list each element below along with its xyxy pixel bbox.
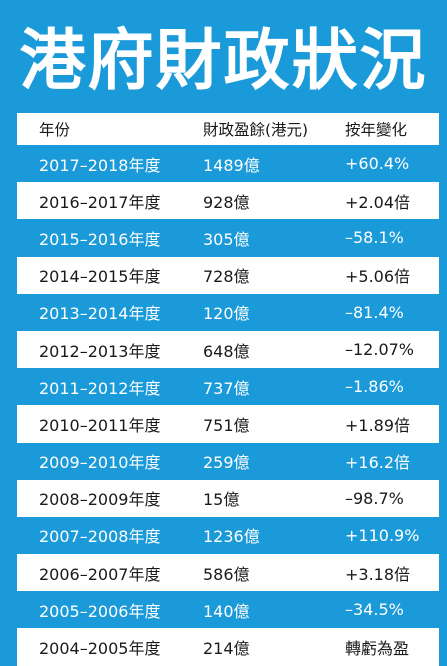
change-cell: –58.1%: [345, 228, 404, 248]
table-row: 2015–2016年度 305億 –58.1%: [17, 219, 439, 257]
surplus-cell: 140億: [203, 601, 250, 621]
table-row: 2017–2018年度 1489億 +60.4%: [17, 145, 439, 183]
table-row: 2014–2015年度 728億 +5.06倍: [17, 256, 439, 294]
table-row: 2010–2011年度 751億 +1.89倍: [17, 405, 439, 443]
change-cell: +1.89倍: [345, 415, 411, 435]
surplus-cell: 214億: [203, 639, 250, 659]
header-year: 年份: [39, 121, 71, 139]
change-cell: –81.4%: [345, 302, 404, 322]
change-cell: –12.07%: [345, 340, 415, 360]
surplus-cell: 259億: [203, 453, 250, 473]
year-cell: 2014–2015年度: [39, 267, 161, 287]
table-row: 2005–2006年度 140億 –34.5%: [17, 591, 439, 629]
surplus-cell: 728億: [203, 267, 250, 287]
year-cell: 2015–2016年度: [39, 229, 161, 249]
year-cell: 2005–2006年度: [39, 601, 161, 621]
change-cell: +2.04倍: [345, 192, 411, 212]
year-cell: 2016–2017年度: [39, 192, 161, 212]
year-cell: 2010–2011年度: [39, 415, 161, 435]
year-cell: 2006–2007年度: [39, 564, 161, 584]
change-cell: –34.5%: [345, 600, 404, 620]
change-cell: +3.18倍: [345, 564, 411, 584]
change-cell: –1.86%: [345, 377, 404, 397]
surplus-cell: 1236億: [203, 527, 260, 547]
table-row: 2008–2009年度 15億 –98.7%: [17, 479, 439, 517]
fiscal-table: 年份 財政盈餘(港元) 按年變化 2017–2018年度 1489億 +60.4% 2…: [17, 113, 439, 666]
table-row: 2012–2013年度 648億 –12.07%: [17, 330, 439, 369]
table-row: 2016–2017年度 928億 +2.04倍: [17, 182, 439, 220]
table-body: 2017–2018年度 1489億 +60.4% 2016–2017年度 928億 +2.…: [17, 145, 439, 666]
table-row: 2004–2005年度 214億 轉虧為盈: [17, 628, 439, 666]
surplus-cell: 120億: [203, 304, 250, 324]
surplus-cell: 305億: [203, 229, 250, 249]
year-cell: 2017–2018年度: [39, 155, 161, 175]
surplus-cell: 737億: [203, 378, 250, 398]
surplus-cell: 648億: [203, 341, 250, 361]
header-surplus: 財政盈餘(港元): [203, 121, 309, 139]
page-title: 港府財政狀況: [19, 22, 428, 99]
surplus-cell: 586億: [203, 564, 250, 584]
surplus-cell: 1489億: [203, 155, 260, 175]
table-row: 2009–2010年度 259億 +16.2倍: [17, 442, 439, 480]
table-row: 2007–2008年度 1236億 +110.9%: [17, 516, 439, 555]
change-cell: 轉虧為盈: [345, 639, 410, 659]
year-cell: 2009–2010年度: [39, 453, 161, 473]
year-cell: 2008–2009年度: [39, 490, 161, 510]
surplus-cell: 751億: [203, 415, 250, 435]
change-cell: +60.4%: [345, 154, 410, 174]
table-row: 2013–2014年度 120億 –81.4%: [17, 293, 439, 331]
year-cell: 2013–2014年度: [39, 304, 161, 324]
table-header: 年份 財政盈餘(港元) 按年變化: [17, 113, 439, 145]
year-cell: 2007–2008年度: [39, 527, 161, 547]
table-row: 2006–2007年度 586億 +3.18倍: [17, 554, 439, 592]
change-cell: +16.2倍: [345, 453, 411, 473]
surplus-cell: 928億: [203, 192, 250, 212]
table-row: 2011–2012年度 737億 –1.86%: [17, 368, 439, 406]
year-cell: 2012–2013年度: [39, 341, 161, 361]
change-cell: +5.06倍: [345, 267, 411, 287]
surplus-cell: 15億: [203, 490, 240, 510]
header-change: 按年變化: [345, 121, 408, 139]
year-cell: 2011–2012年度: [39, 378, 161, 398]
change-cell: +110.9%: [345, 525, 420, 545]
change-cell: –98.7%: [345, 488, 404, 508]
year-cell: 2004–2005年度: [39, 639, 161, 659]
